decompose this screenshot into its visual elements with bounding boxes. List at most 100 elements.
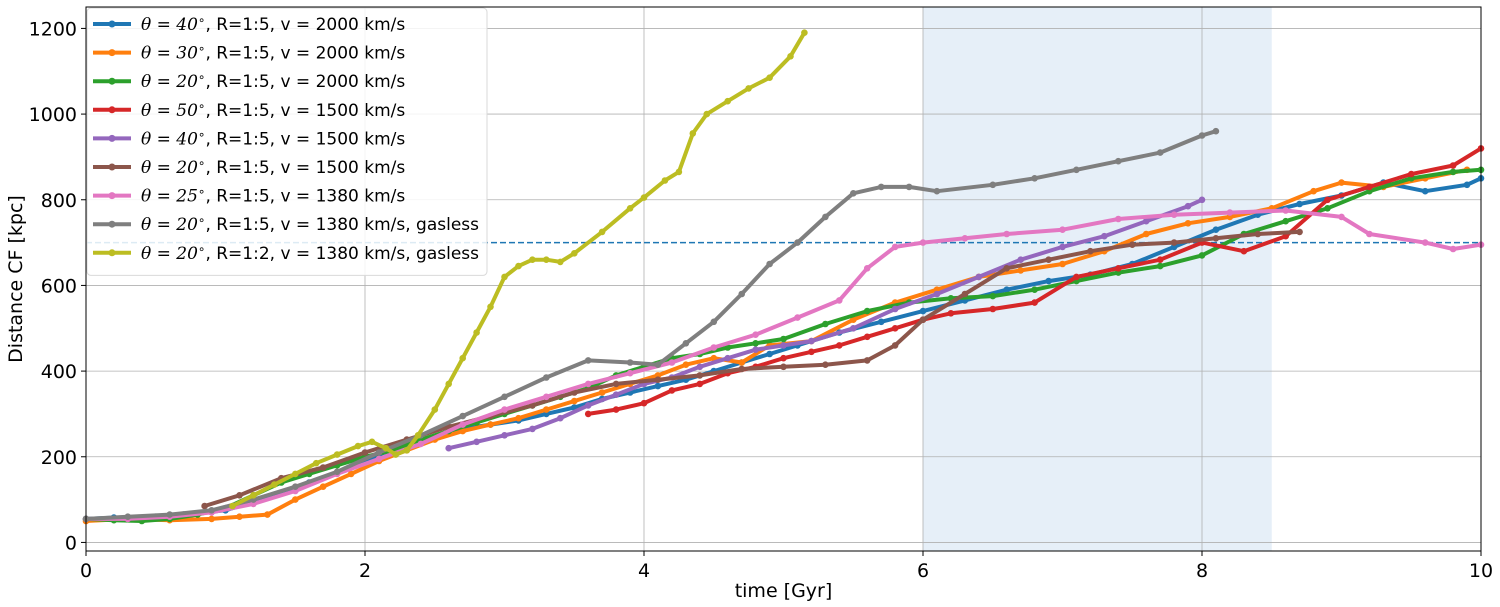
data-point [780, 335, 787, 343]
x-tick-label: 4 [638, 560, 650, 582]
data-point [529, 425, 536, 433]
data-point [1282, 207, 1289, 214]
y-tick-label: 1000 [29, 104, 77, 126]
data-point [640, 399, 648, 407]
data-point [445, 380, 453, 388]
grid-lines [85, 7, 1482, 551]
legend: θ = 40∘, R=1:5, v = 2000 km/s θ = 30∘, R=… [86, 7, 488, 276]
data-point [933, 290, 941, 298]
series-lines [82, 29, 1485, 525]
data-point [822, 361, 829, 369]
data-point [1282, 217, 1289, 225]
data-point [515, 414, 522, 422]
data-point [431, 406, 439, 413]
data-point [1156, 262, 1164, 270]
data-point [1115, 215, 1122, 223]
data-point [961, 290, 969, 298]
data-point [557, 258, 564, 266]
data-point [989, 292, 997, 300]
data-point [529, 256, 536, 264]
data-point [1449, 245, 1457, 253]
data-point [891, 305, 899, 313]
data-point [571, 389, 578, 396]
x-tick-label: 2 [359, 560, 371, 582]
data-point [787, 53, 794, 60]
legend-label: θ = 50∘, R=1:5, v = 1500 km/s [141, 99, 405, 121]
data-point [557, 414, 564, 422]
data-point [794, 314, 801, 321]
data-point [229, 502, 236, 510]
x-axis-label: time [Gyr] [735, 580, 833, 602]
data-point [1254, 230, 1262, 238]
data-point [584, 402, 592, 409]
data-point [1463, 181, 1471, 189]
data-point [1240, 247, 1248, 255]
data-point [312, 459, 320, 467]
data-point [501, 432, 508, 439]
data-point [271, 481, 278, 488]
legend-swatch-marker [108, 20, 116, 28]
data-point [347, 470, 355, 478]
data-point [361, 449, 369, 456]
data-point [487, 421, 494, 428]
data-point [1115, 157, 1122, 165]
data-point [1142, 230, 1150, 238]
data-point [236, 492, 243, 499]
data-point [919, 316, 927, 324]
data-point [808, 348, 815, 356]
data-point [529, 402, 536, 409]
data-point [1184, 202, 1192, 210]
legend-box [86, 7, 488, 276]
y-tick-label: 0 [65, 532, 77, 554]
legend-label: θ = 40∘, R=1:5, v = 1500 km/s [141, 127, 405, 149]
data-point [414, 432, 422, 439]
data-point [584, 357, 592, 364]
legend-entry: θ = 20∘, R=1:2, v = 1380 km/s, gasless [93, 242, 479, 264]
data-point [696, 372, 704, 379]
data-point [1142, 217, 1150, 225]
data-point [919, 307, 927, 315]
data-point [1421, 187, 1429, 195]
data-point [1366, 183, 1373, 191]
axes-frame [85, 6, 1482, 552]
legend-swatch-marker [108, 106, 116, 114]
data-point [571, 397, 578, 405]
legend-label: θ = 30∘, R=1:5, v = 2000 km/s [141, 42, 405, 64]
data-point [1324, 205, 1331, 212]
data-point [654, 376, 662, 384]
data-point [319, 464, 327, 471]
legend-swatch-marker [108, 192, 116, 200]
data-point [905, 183, 913, 191]
data-point [459, 412, 467, 420]
data-point [1170, 239, 1178, 246]
data-point [292, 470, 299, 478]
legend-entry: θ = 40∘, R=1:5, v = 2000 km/s [93, 13, 405, 35]
data-point [124, 513, 132, 520]
y-tick-label: 600 [41, 275, 77, 297]
data-point [584, 410, 592, 418]
y-axis-label: Distance CF [kpc] [5, 195, 27, 363]
data-point [626, 369, 634, 377]
data-point [1198, 132, 1206, 139]
data-point [919, 239, 927, 246]
data-point [333, 451, 341, 458]
data-point [236, 513, 243, 520]
y-tick-label: 1200 [29, 18, 77, 40]
data-point [1296, 228, 1303, 236]
data-point [515, 262, 522, 270]
data-point [403, 447, 411, 454]
data-point [487, 303, 494, 311]
data-point [710, 318, 718, 326]
data-point [208, 515, 215, 523]
series-line [446, 197, 1204, 451]
data-point [264, 511, 271, 518]
y-tick-label: 800 [41, 190, 77, 212]
data-point [392, 451, 400, 458]
data-point [626, 359, 634, 366]
data-point [1031, 286, 1038, 294]
data-point [850, 325, 857, 332]
tick-labels: 0 2 4 6 8 10 0 200 400 600 800 1000 1200 [29, 18, 1493, 582]
data-point [1101, 232, 1108, 240]
data-point [738, 290, 745, 298]
data-point [1003, 230, 1010, 238]
